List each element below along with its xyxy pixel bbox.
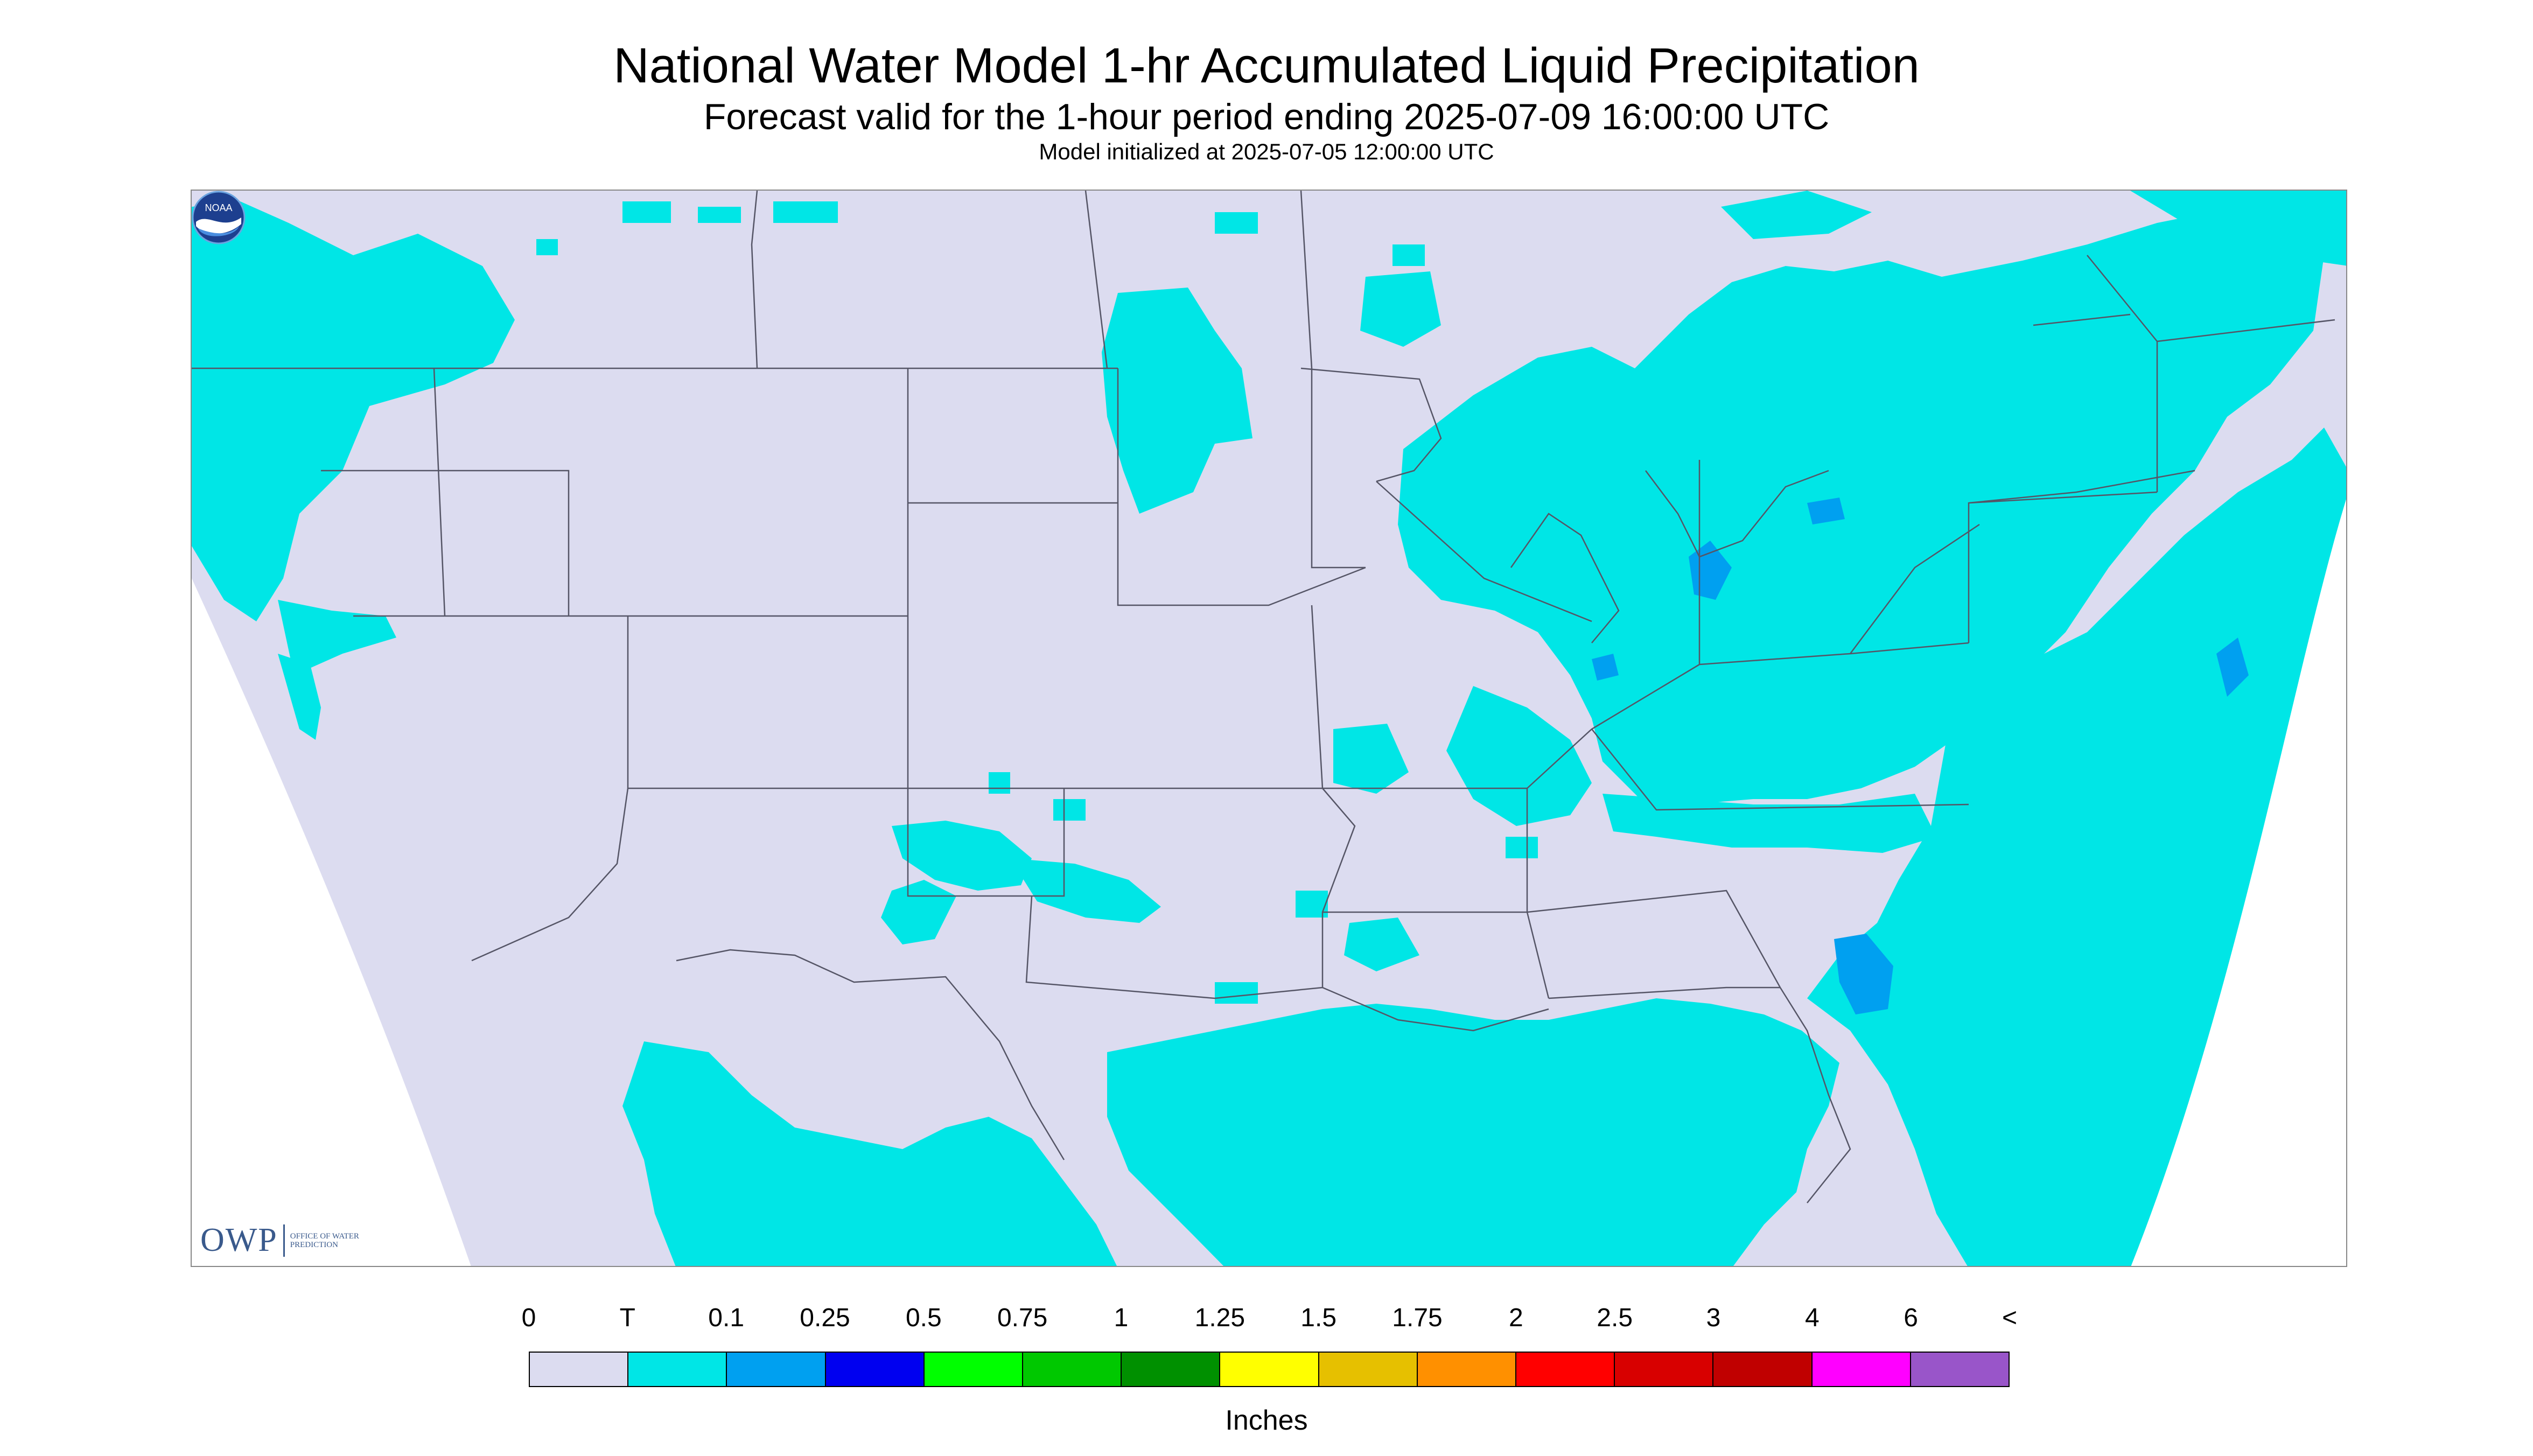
legend-tick-label: 3 bbox=[1706, 1304, 1721, 1332]
noaa-logo-text: NOAA bbox=[205, 202, 232, 213]
map-title: National Water Model 1-hr Accumulated Li… bbox=[613, 38, 1920, 93]
legend-swatch bbox=[924, 1353, 1024, 1386]
legend-tick-label: 2.5 bbox=[1597, 1304, 1633, 1332]
legend-swatch bbox=[628, 1353, 727, 1386]
legend-tick-label: 0.1 bbox=[708, 1304, 745, 1332]
legend-tick-label: 6 bbox=[1904, 1304, 1919, 1332]
owp-logo: OWP OFFICE OF WATER PREDICTION bbox=[200, 1221, 366, 1259]
legend-tick-label: 2 bbox=[1508, 1304, 1523, 1332]
legend-tick-label: 1.75 bbox=[1392, 1304, 1443, 1332]
legend-swatch bbox=[1023, 1353, 1122, 1386]
legend-tick-label: 4 bbox=[1804, 1304, 1820, 1332]
legend-swatch bbox=[1911, 1353, 2009, 1386]
legend-tick-label: T bbox=[619, 1304, 635, 1332]
owp-logo-divider bbox=[283, 1224, 285, 1257]
legend-unit-label: Inches bbox=[1225, 1405, 1308, 1436]
precip-trace-areas bbox=[192, 191, 2346, 1266]
legend-tick-label: 0.75 bbox=[997, 1304, 1048, 1332]
legend-swatch bbox=[1713, 1353, 1813, 1386]
legend-swatch bbox=[530, 1353, 629, 1386]
legend-swatch bbox=[1319, 1353, 1418, 1386]
precipitation-map: OWP OFFICE OF WATER PREDICTION NOAA bbox=[191, 190, 2347, 1267]
legend-tick-label: 1.5 bbox=[1300, 1304, 1337, 1332]
legend-tick-label: 1 bbox=[1114, 1304, 1129, 1332]
legend-tick-label: 1.25 bbox=[1194, 1304, 1245, 1332]
legend-swatch bbox=[1417, 1353, 1517, 1386]
state-boundaries bbox=[192, 191, 2335, 1203]
legend-swatch bbox=[727, 1353, 826, 1386]
legend-swatch bbox=[1122, 1353, 1221, 1386]
legend-tick-label: 0.5 bbox=[905, 1304, 942, 1332]
forecast-valid-subtitle: Forecast valid for the 1-hour period end… bbox=[703, 96, 1830, 137]
noaa-seal-icon: NOAA bbox=[192, 191, 246, 244]
owp-logo-subtext: OFFICE OF WATER PREDICTION bbox=[290, 1231, 359, 1249]
owp-logo-letters: OWP bbox=[200, 1222, 278, 1258]
legend-tick-label: 0.25 bbox=[800, 1304, 850, 1332]
legend-tick-label: < bbox=[2002, 1304, 2018, 1332]
legend-tick-labels: 0 T 0.1 0.25 0.5 0.75 1 1.25 1.5 1.75 2 2.5 3 4 6 < bbox=[522, 1303, 2017, 1335]
legend-swatch bbox=[825, 1353, 925, 1386]
precip-color-legend bbox=[529, 1352, 2010, 1387]
model-init-line: Model initialized at 2025-07-05 12:00:00… bbox=[1039, 139, 1494, 164]
legend-swatch bbox=[1615, 1353, 1714, 1386]
legend-tick-label: 0 bbox=[521, 1304, 536, 1332]
map-canvas bbox=[192, 191, 2346, 1266]
legend-swatch bbox=[1516, 1353, 1615, 1386]
legend-swatch bbox=[1220, 1353, 1319, 1386]
legend-swatch bbox=[1812, 1353, 1911, 1386]
